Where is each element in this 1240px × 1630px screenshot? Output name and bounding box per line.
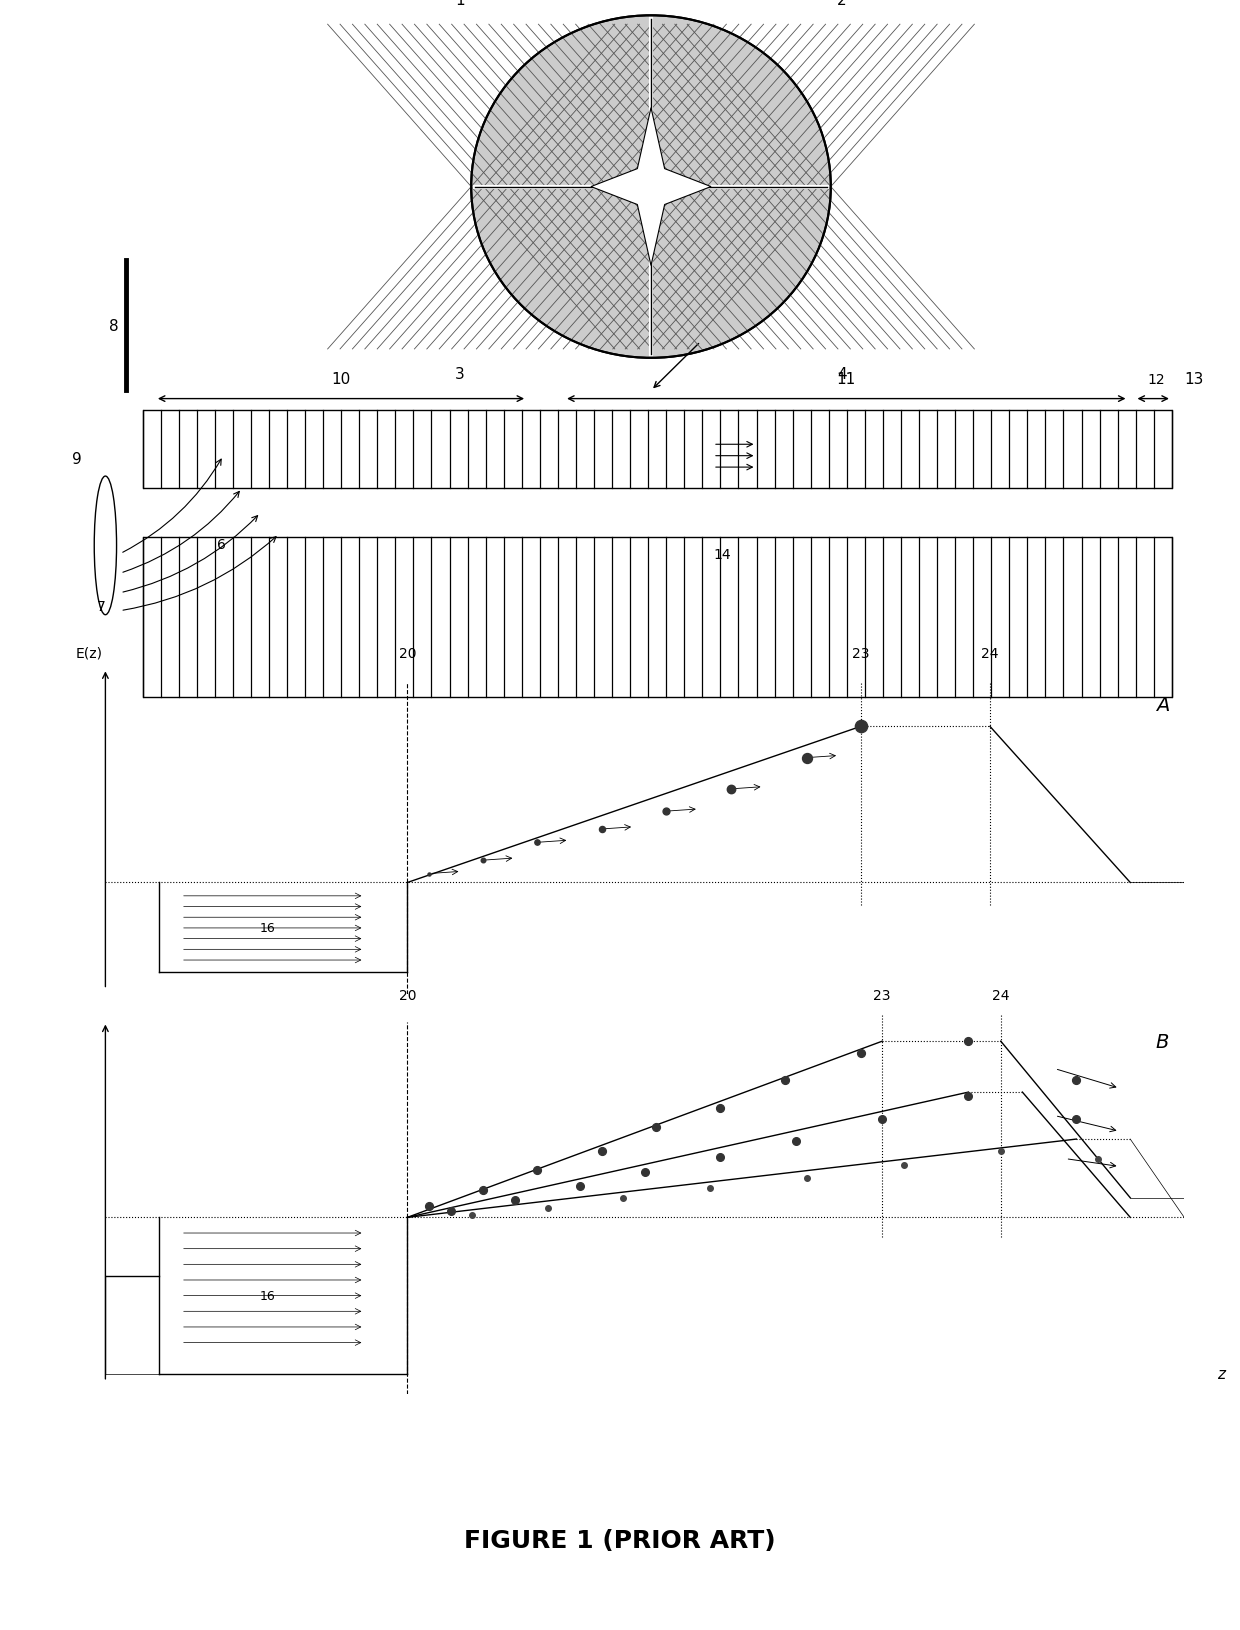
- Text: 24: 24: [992, 988, 1009, 1002]
- Text: 23: 23: [873, 988, 890, 1002]
- Text: 24: 24: [981, 645, 998, 660]
- Text: 4: 4: [837, 367, 847, 381]
- Text: A: A: [1156, 696, 1169, 714]
- Text: 6: 6: [217, 538, 226, 551]
- Text: 16: 16: [259, 921, 275, 934]
- Text: 20: 20: [399, 988, 417, 1002]
- Text: 1: 1: [455, 0, 465, 8]
- Text: 20: 20: [399, 645, 417, 660]
- Text: 11: 11: [837, 372, 856, 386]
- Polygon shape: [591, 109, 711, 266]
- Text: 2: 2: [837, 0, 847, 8]
- FancyBboxPatch shape: [143, 538, 1172, 698]
- Text: B: B: [1156, 1032, 1169, 1051]
- Text: 23: 23: [852, 645, 869, 660]
- Text: 13: 13: [1184, 372, 1204, 386]
- Text: 10: 10: [331, 372, 351, 386]
- Text: E(z): E(z): [76, 645, 103, 660]
- Text: z: z: [1216, 1366, 1225, 1382]
- Text: 7: 7: [97, 600, 105, 613]
- Text: FIGURE 1 (PRIOR ART): FIGURE 1 (PRIOR ART): [464, 1529, 776, 1552]
- FancyBboxPatch shape: [143, 411, 1172, 489]
- Text: 8: 8: [109, 318, 119, 334]
- Text: 16: 16: [259, 1289, 275, 1302]
- Text: 9: 9: [72, 452, 82, 468]
- Text: 3: 3: [455, 367, 465, 381]
- Text: 14: 14: [713, 548, 730, 561]
- Ellipse shape: [471, 16, 831, 359]
- Text: 12: 12: [1147, 372, 1166, 386]
